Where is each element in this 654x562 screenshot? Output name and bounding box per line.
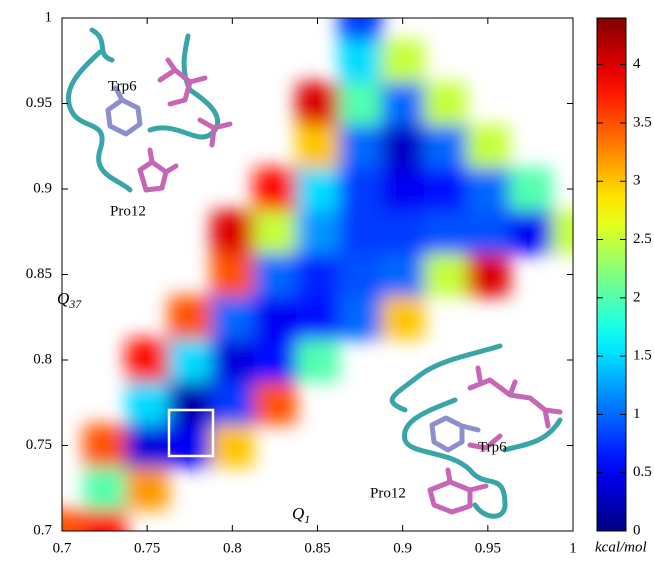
- heatmap-cell: [339, 296, 382, 339]
- heatmap-cell: [381, 168, 424, 211]
- chart: 0.7 0.75 0.8 0.85 0.9 0.95 1 0.7 0.75 0.8 0.85 0.9 0…: [0, 0, 654, 562]
- heatmap-cell: [83, 424, 126, 467]
- colorbar-tick-label: 2: [633, 289, 641, 305]
- colorbar-tick-label: 4: [633, 56, 641, 72]
- heatmap-cell: [296, 125, 339, 168]
- heatmap-cell: [381, 39, 424, 82]
- heatmap-cell: [381, 296, 424, 339]
- heatmap-cell: [211, 339, 254, 382]
- heatmap-cell: [339, 39, 382, 82]
- heatmap-cell: [254, 168, 297, 211]
- heatmap-cell: [126, 339, 169, 382]
- y-tick-label: 0.85: [26, 266, 52, 282]
- colorbar: [597, 18, 626, 531]
- y-tick-label: 0.8: [33, 351, 52, 367]
- heatmap-cell: [424, 253, 467, 296]
- heatmap-cell: [424, 125, 467, 168]
- heatmap-cell: [467, 210, 510, 253]
- heatmap-cell: [211, 296, 254, 339]
- annotation: Pro12: [110, 203, 146, 219]
- heatmap-cell: [126, 467, 169, 510]
- annotation: Pro12: [370, 485, 406, 501]
- structure-bottom-right: [392, 346, 560, 516]
- heatmap-cell: [339, 82, 382, 125]
- annotation: Trp6: [108, 78, 137, 94]
- heatmap-cell: [381, 253, 424, 296]
- heatmap-cell: [168, 381, 211, 424]
- x-label-main: Q: [292, 504, 304, 523]
- y-label-main: Q: [57, 289, 69, 308]
- x-tick-label: 0.85: [304, 540, 330, 556]
- heatmap-cell: [509, 168, 552, 211]
- heatmap-cell: [339, 210, 382, 253]
- colorbar-tick-label: 2.5: [633, 231, 652, 247]
- heatmap-cell: [339, 168, 382, 211]
- heatmap-cell: [296, 168, 339, 211]
- heatmap-cell: [381, 125, 424, 168]
- heatmap-cell: [424, 82, 467, 125]
- x-axis-label: Q1: [292, 504, 310, 526]
- heatmap-cell: [339, 0, 382, 40]
- heatmap-cell: [254, 339, 297, 382]
- heatmap-cell: [211, 253, 254, 296]
- heatmap-cell: [254, 253, 297, 296]
- x-tick-label: 0.7: [53, 540, 72, 556]
- y-tick-label: 0.9: [33, 180, 52, 196]
- colorbar-label: kcal/mol: [595, 539, 647, 555]
- y-tick-label: 0.95: [26, 95, 52, 111]
- x-tick-label: 0.8: [223, 540, 242, 556]
- heatmap-cell: [424, 210, 467, 253]
- annotation: Trp6: [478, 439, 507, 455]
- heatmap-cell: [467, 168, 510, 211]
- y-tick-label: 0.75: [26, 437, 52, 453]
- heatmap-cell: [509, 210, 552, 253]
- x-tick-label: 0.9: [393, 540, 412, 556]
- heatmap-cell: [211, 424, 254, 467]
- y-label-sub: 37: [68, 297, 82, 311]
- heatmap-cell: [296, 296, 339, 339]
- structure-top-left: [68, 30, 230, 190]
- x-tick-label: 0.75: [134, 540, 160, 556]
- heatmap-cell: [467, 253, 510, 296]
- heatmap-cell: [254, 381, 297, 424]
- heatmap-cell: [339, 253, 382, 296]
- x-tick-label: 1: [569, 540, 577, 556]
- heatmap-cell: [168, 339, 211, 382]
- heatmap-cell: [254, 210, 297, 253]
- heatmap-cell: [381, 210, 424, 253]
- heatmap-cell: [126, 424, 169, 467]
- heatmap-cell: [467, 125, 510, 168]
- heatmap-cell: [211, 381, 254, 424]
- colorbar-tick-label: 3.5: [633, 114, 652, 130]
- heatmap-cell: [296, 339, 339, 382]
- y-tick-label: 0.7: [33, 522, 52, 538]
- colorbar-tick-label: 1: [633, 406, 641, 422]
- y-axis-label: Q37: [57, 289, 82, 311]
- heatmap-cell: [83, 467, 126, 510]
- heatmap-cell: [424, 168, 467, 211]
- colorbar-tick-label: 3: [633, 173, 641, 189]
- heatmap-cell: [168, 424, 211, 467]
- heatmap-cell: [211, 210, 254, 253]
- colorbar-tick-label: 0.5: [633, 464, 652, 480]
- heatmap-cell: [126, 381, 169, 424]
- x-tick-label: 0.95: [475, 540, 501, 556]
- x-label-sub: 1: [304, 512, 310, 526]
- heatmap-cell: [381, 82, 424, 125]
- heatmap-cell: [339, 125, 382, 168]
- heatmap-cell: [168, 296, 211, 339]
- heatmap-cell: [296, 210, 339, 253]
- y-tick-label: 1: [45, 9, 53, 25]
- colorbar-tick-label: 1.5: [633, 348, 652, 364]
- heatmap-cell: [296, 82, 339, 125]
- heatmap-cell: [254, 296, 297, 339]
- colorbar-tick-label: 0: [633, 522, 641, 538]
- heatmap-cell: [296, 253, 339, 296]
